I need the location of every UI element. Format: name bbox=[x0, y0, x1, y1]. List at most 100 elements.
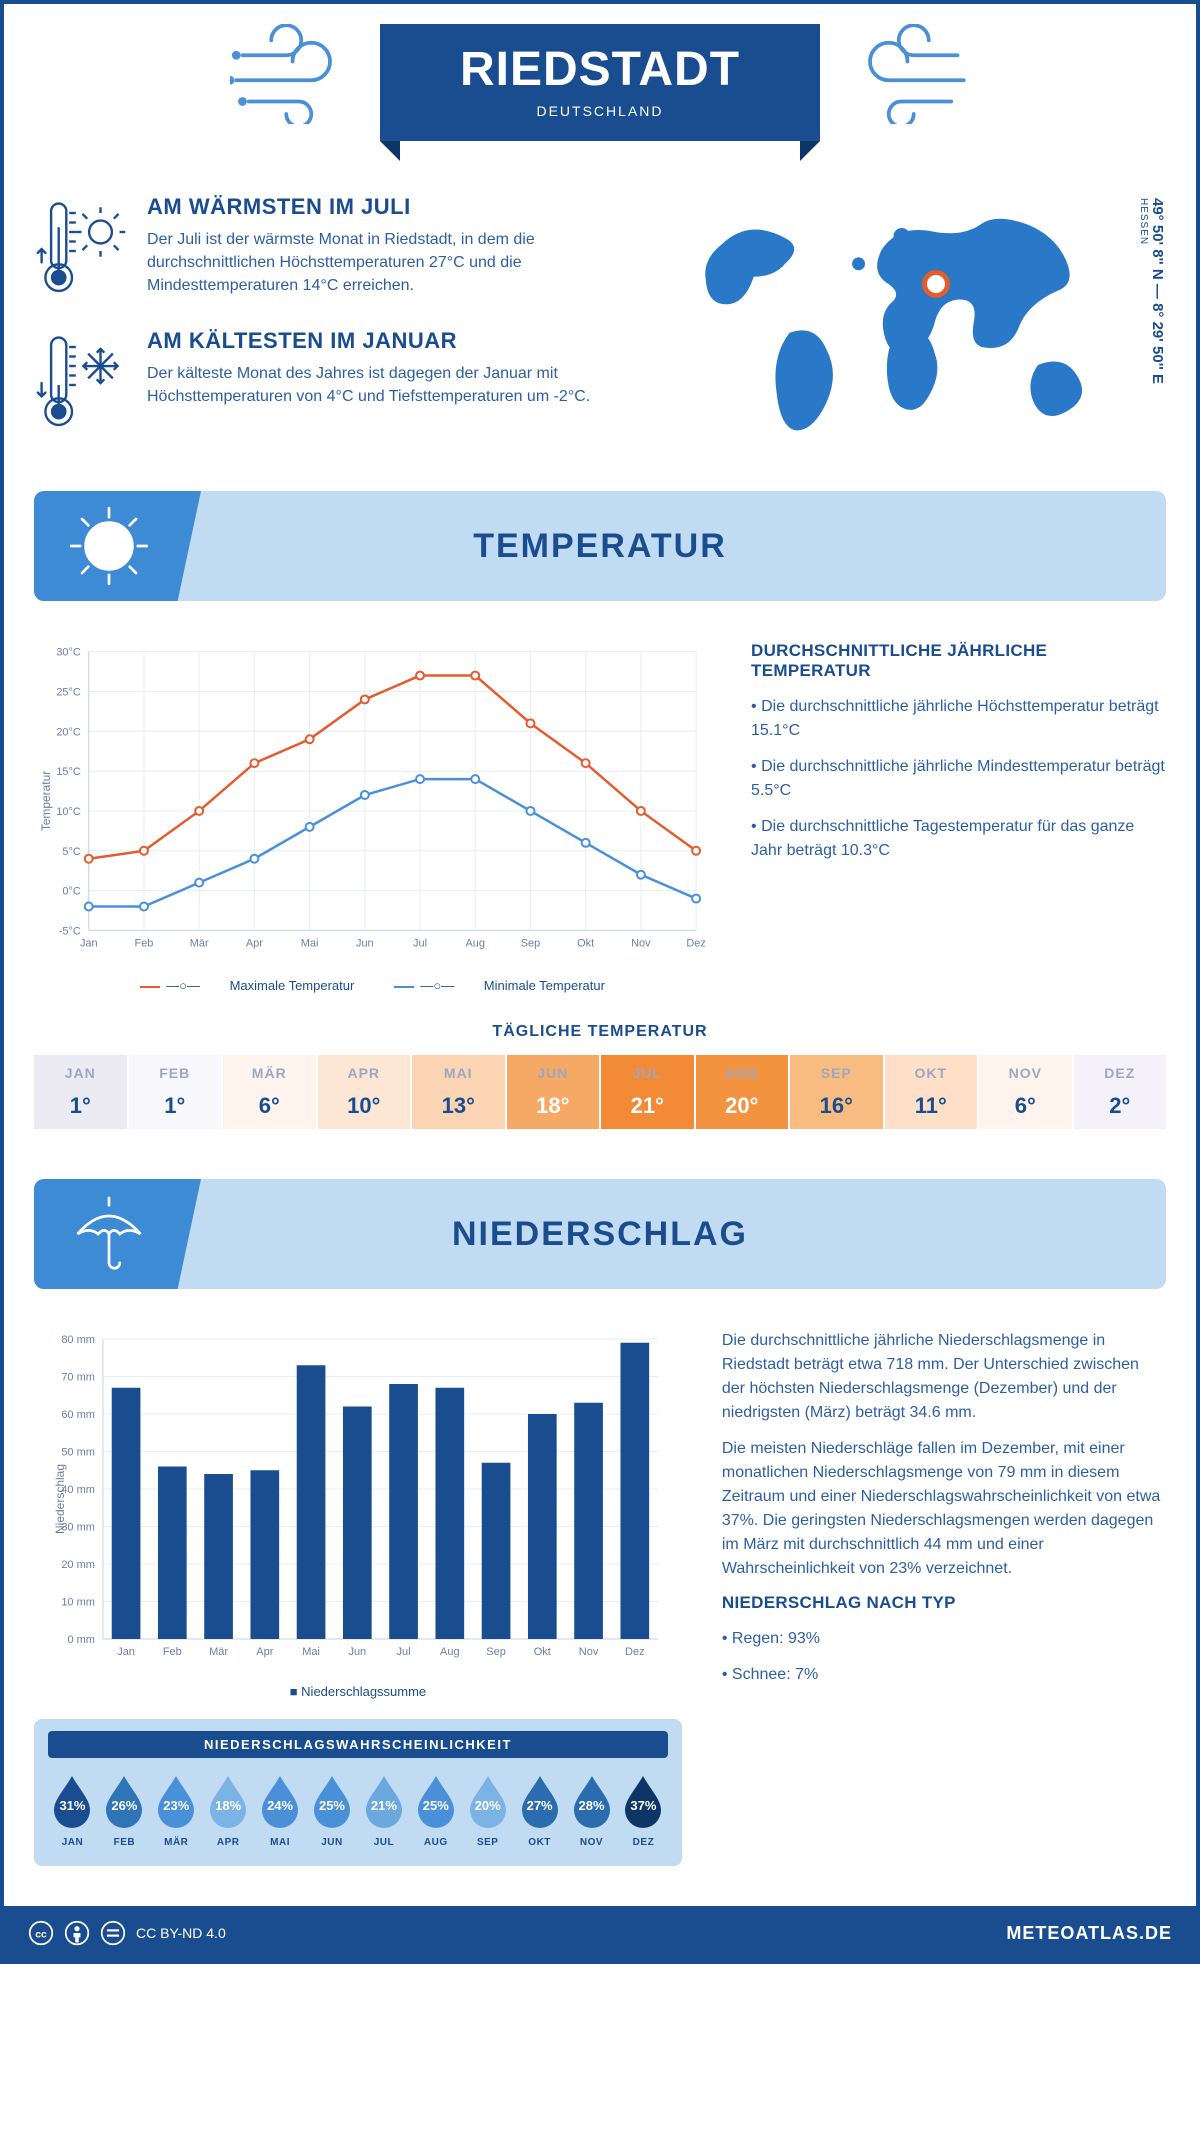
temperature-heading: TEMPERATUR bbox=[473, 527, 727, 566]
svg-text:Jun: Jun bbox=[348, 1646, 366, 1658]
svg-text:Mär: Mär bbox=[190, 937, 209, 949]
svg-text:Apr: Apr bbox=[246, 937, 263, 949]
svg-text:Nov: Nov bbox=[579, 1646, 599, 1658]
header: RIEDSTADT DEUTSCHLAND bbox=[34, 24, 1166, 164]
daily-temp-heading: TÄGLICHE TEMPERATUR bbox=[34, 1023, 1166, 1041]
location-marker bbox=[922, 270, 950, 298]
svg-text:10 mm: 10 mm bbox=[61, 1597, 95, 1609]
probability-drop: 37%DEZ bbox=[619, 1772, 668, 1848]
svg-text:-5°C: -5°C bbox=[59, 925, 81, 937]
license: cc CC BY-ND 4.0 bbox=[28, 1920, 226, 1946]
svg-text:Jan: Jan bbox=[80, 937, 98, 949]
temperature-section-banner: TEMPERATUR bbox=[34, 491, 1166, 601]
temp-cell: AUG20° bbox=[696, 1055, 789, 1129]
probability-drop: 27%OKT bbox=[515, 1772, 564, 1848]
probability-drop: 31%JAN bbox=[48, 1772, 97, 1848]
temp-cell: JUL21° bbox=[601, 1055, 694, 1129]
svg-text:Temperatur: Temperatur bbox=[39, 771, 53, 831]
svg-text:Aug: Aug bbox=[466, 937, 485, 949]
precip-type-1: • Regen: 93% bbox=[722, 1627, 1166, 1651]
svg-text:Aug: Aug bbox=[440, 1646, 460, 1658]
temp-cell: MÄR6° bbox=[223, 1055, 316, 1129]
temp-cell: FEB1° bbox=[129, 1055, 222, 1129]
svg-text:70 mm: 70 mm bbox=[61, 1372, 95, 1384]
city-name: RIEDSTADT bbox=[380, 42, 820, 97]
probability-drop: 28%NOV bbox=[567, 1772, 616, 1848]
temp-cell: NOV6° bbox=[979, 1055, 1072, 1129]
coordinates: 49° 50' 8'' N — 8° 29' 50'' E HESSEN bbox=[1130, 194, 1166, 461]
wind-icon-right bbox=[820, 24, 970, 129]
warmest-title: AM WÄRMSTEN IM JULI bbox=[147, 194, 640, 220]
svg-text:Okt: Okt bbox=[577, 937, 594, 949]
svg-text:15°C: 15°C bbox=[56, 766, 81, 778]
svg-text:50 mm: 50 mm bbox=[61, 1447, 95, 1459]
precip-type-heading: NIEDERSCHLAG NACH TYP bbox=[722, 1593, 1166, 1613]
svg-text:Mär: Mär bbox=[209, 1646, 228, 1658]
footer: cc CC BY-ND 4.0 METEOATLAS.DE bbox=[4, 1906, 1196, 1960]
probability-drop: 18%APR bbox=[204, 1772, 253, 1848]
coldest-title: AM KÄLTESTEN IM JANUAR bbox=[147, 328, 640, 354]
svg-text:Jul: Jul bbox=[413, 937, 427, 949]
coldest-fact: AM KÄLTESTEN IM JANUAR Der kälteste Mona… bbox=[34, 328, 640, 438]
thermometer-snow-icon bbox=[34, 328, 129, 438]
svg-text:Feb: Feb bbox=[163, 1646, 182, 1658]
temp-cell: OKT11° bbox=[885, 1055, 978, 1129]
temp-text-heading: DURCHSCHNITTLICHE JÄHRLICHE TEMPERATUR bbox=[751, 641, 1166, 681]
warmest-text: Der Juli ist der wärmste Monat in Riedst… bbox=[147, 228, 640, 298]
daily-temp-table: JAN1°FEB1°MÄR6°APR10°MAI13°JUN18°JUL21°A… bbox=[34, 1055, 1166, 1129]
temp-cell: APR10° bbox=[318, 1055, 411, 1129]
temp-bullet-3: • Die durchschnittliche Tagestemperatur … bbox=[751, 815, 1166, 863]
umbrella-icon bbox=[64, 1189, 154, 1279]
temp-cell: JAN1° bbox=[34, 1055, 127, 1129]
probability-drop: 24%MAI bbox=[256, 1772, 305, 1848]
prob-heading: NIEDERSCHLAGSWAHRSCHEINLICHKEIT bbox=[48, 1731, 668, 1758]
temp-cell: MAI13° bbox=[412, 1055, 505, 1129]
svg-text:Apr: Apr bbox=[256, 1646, 273, 1658]
title-banner: RIEDSTADT DEUTSCHLAND bbox=[380, 24, 820, 141]
wind-icon-left bbox=[230, 24, 380, 129]
svg-text:Sep: Sep bbox=[521, 937, 540, 949]
temp-cell: JUN18° bbox=[507, 1055, 600, 1129]
svg-text:Sep: Sep bbox=[486, 1646, 506, 1658]
precipitation-bar-chart: 0 mm10 mm20 mm30 mm40 mm50 mm60 mm70 mm8… bbox=[34, 1329, 682, 1669]
svg-text:25°C: 25°C bbox=[56, 686, 81, 698]
svg-text:Jan: Jan bbox=[117, 1646, 135, 1658]
temp-cell: SEP16° bbox=[790, 1055, 883, 1129]
probability-drop: 25%JUN bbox=[308, 1772, 357, 1848]
svg-text:20 mm: 20 mm bbox=[61, 1559, 95, 1571]
probability-drops: 31%JAN26%FEB23%MÄR18%APR24%MAI25%JUN21%J… bbox=[48, 1772, 668, 1848]
sun-icon bbox=[64, 501, 154, 591]
temp-chart-legend: —○— Maximale Temperatur —○— Minimale Tem… bbox=[34, 978, 711, 993]
svg-text:Dez: Dez bbox=[625, 1646, 645, 1658]
precip-para-2: Die meisten Niederschläge fallen im Deze… bbox=[722, 1437, 1166, 1581]
world-map bbox=[670, 194, 1130, 461]
temp-bullet-1: • Die durchschnittliche jährliche Höchst… bbox=[751, 695, 1166, 743]
svg-text:80 mm: 80 mm bbox=[61, 1334, 95, 1346]
svg-text:0 mm: 0 mm bbox=[67, 1634, 95, 1646]
svg-text:20°C: 20°C bbox=[56, 726, 81, 738]
probability-drop: 21%JUL bbox=[359, 1772, 408, 1848]
svg-text:5°C: 5°C bbox=[62, 846, 80, 858]
country-name: DEUTSCHLAND bbox=[380, 103, 820, 119]
probability-drop: 23%MÄR bbox=[152, 1772, 201, 1848]
precipitation-heading: NIEDERSCHLAG bbox=[452, 1215, 748, 1254]
svg-text:Mai: Mai bbox=[302, 1646, 320, 1658]
temp-cell: DEZ2° bbox=[1074, 1055, 1167, 1129]
precip-type-2: • Schnee: 7% bbox=[722, 1663, 1166, 1687]
warmest-fact: AM WÄRMSTEN IM JULI Der Juli ist der wär… bbox=[34, 194, 640, 304]
svg-text:Mai: Mai bbox=[301, 937, 319, 949]
svg-text:Niederschlag: Niederschlag bbox=[53, 1464, 67, 1534]
probability-drop: 20%SEP bbox=[463, 1772, 512, 1848]
probability-drop: 26%FEB bbox=[100, 1772, 149, 1848]
svg-text:10°C: 10°C bbox=[56, 806, 81, 818]
bar-chart-legend: Niederschlagssumme bbox=[34, 1684, 682, 1699]
svg-text:60 mm: 60 mm bbox=[61, 1409, 95, 1421]
svg-text:Okt: Okt bbox=[534, 1646, 551, 1658]
svg-text:Jul: Jul bbox=[397, 1646, 411, 1658]
svg-text:0°C: 0°C bbox=[62, 886, 80, 898]
svg-text:Nov: Nov bbox=[631, 937, 651, 949]
probability-drop: 25%AUG bbox=[411, 1772, 460, 1848]
site-credit: METEOATLAS.DE bbox=[1006, 1923, 1172, 1944]
precipitation-probability-box: NIEDERSCHLAGSWAHRSCHEINLICHKEIT 31%JAN26… bbox=[34, 1719, 682, 1866]
svg-text:Feb: Feb bbox=[135, 937, 154, 949]
